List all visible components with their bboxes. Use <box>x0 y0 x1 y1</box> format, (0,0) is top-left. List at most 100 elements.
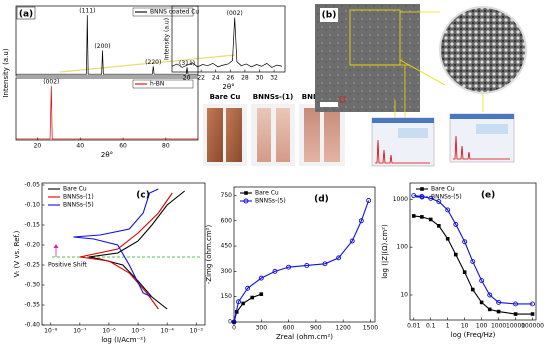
edx-spectrum <box>375 139 430 164</box>
series-line <box>16 86 198 140</box>
data-marker <box>445 207 451 213</box>
data-marker <box>349 238 355 244</box>
legend-label: h-BN <box>150 81 164 88</box>
peak-label: (311) <box>179 60 195 67</box>
data-marker <box>244 191 248 195</box>
x-tick-label: 40 <box>76 143 84 150</box>
series-line <box>79 192 173 310</box>
inset-pointer <box>59 54 236 73</box>
x-tick-label: 0 <box>232 325 236 332</box>
data-marker <box>487 307 492 312</box>
y-axis-label: Intensity (a.u) <box>164 18 171 60</box>
data-marker <box>411 214 416 218</box>
y-tick-label: -0.30 <box>24 282 40 289</box>
y-axis-label: -Zimg (ohm.cm²) <box>205 225 213 285</box>
legend-label: BNNSs-(1) <box>63 194 94 201</box>
x-tick-label: 1000 <box>491 323 506 330</box>
data-marker <box>245 285 251 291</box>
y-tick-label: 750 <box>221 192 233 199</box>
panel-label: (c) <box>136 191 150 201</box>
x-tick-label: 1200 <box>336 325 351 332</box>
edx-table <box>398 128 428 138</box>
legend-label: Bare Cu <box>255 190 279 197</box>
plot-frame <box>171 5 286 73</box>
photo-strip <box>207 108 223 162</box>
edx-header <box>450 114 514 119</box>
y-tick-label: -0.20 <box>24 242 40 249</box>
series-line <box>16 15 198 75</box>
plot-frame <box>41 182 206 326</box>
y-tick-label: 450 <box>221 243 233 250</box>
x-axis-label: log (I/Acm⁻²) <box>101 336 146 344</box>
data-marker <box>470 259 476 265</box>
photo-strip <box>226 108 242 162</box>
data-marker <box>236 299 241 305</box>
data-marker <box>487 292 493 298</box>
x-tick-label: 80 <box>162 143 170 150</box>
y-tick-label: -0.35 <box>24 302 40 309</box>
data-marker <box>479 278 485 284</box>
y-tick-label: 1000 <box>393 196 408 203</box>
data-marker <box>241 301 245 306</box>
plot-frame <box>15 5 199 77</box>
panel-label: (b) <box>322 11 337 21</box>
photo-strip <box>257 108 271 162</box>
y-tick-label: 10 <box>400 291 408 298</box>
y-tick-label: 100 <box>397 244 409 251</box>
x-axis-label: log (Freq/Hz) <box>451 331 496 339</box>
x-tick-label: 20 <box>183 75 191 82</box>
marker-box <box>339 96 346 103</box>
data-marker <box>530 301 535 307</box>
x-tick-label: 10⁻⁴ <box>161 328 175 335</box>
y-axis-label: Intensity (a.u) <box>2 48 10 97</box>
x-axis-label: Zreal (ohm.cm²) <box>276 333 333 341</box>
panel-label: (a) <box>19 10 33 20</box>
edx-screenshot <box>449 113 515 163</box>
data-marker <box>530 312 535 316</box>
y-tick-label: -0.05 <box>24 182 40 189</box>
legend-label: BNNSs-(5) <box>63 202 94 209</box>
shift-arrowhead <box>53 244 59 248</box>
data-marker <box>272 268 278 274</box>
x-tick-label: 32 <box>270 75 278 82</box>
x-tick-label: 0.01 <box>407 323 421 330</box>
data-marker <box>258 275 264 281</box>
series-line <box>233 200 370 323</box>
x-tick-label: 10⁻³ <box>190 328 204 335</box>
peak-label: (002) <box>227 10 243 17</box>
x-tick-label: 60 <box>119 143 127 150</box>
x-tick-label: 10⁻⁸ <box>44 328 58 335</box>
data-marker <box>453 221 459 227</box>
legend-box <box>132 79 194 89</box>
legend-label: BNNSs-(5) <box>255 198 286 205</box>
x-tick-label: 10 <box>461 323 469 330</box>
y-axis-label: log (|Z|(Ω).cm²) <box>381 224 389 279</box>
x-tick-label: 26 <box>227 75 235 82</box>
photo-strip <box>276 108 290 162</box>
y-tick-label: 150 <box>221 293 233 300</box>
plot-frame <box>409 182 537 321</box>
plot-frame <box>15 77 199 141</box>
data-marker <box>420 215 424 219</box>
photo-strip <box>324 108 340 162</box>
sem-panel: (b) <box>315 4 527 167</box>
x-tick-label: 10⁻⁷ <box>73 328 87 335</box>
data-marker <box>259 292 264 296</box>
data-marker <box>462 239 468 245</box>
legend-label: BNNSs-(5) <box>431 194 462 201</box>
photo-label: BNNSs-(1) <box>253 93 293 101</box>
y-tick-label: 600 <box>221 217 233 224</box>
x-tick-label: 600 <box>283 325 295 332</box>
plot-frame <box>233 186 376 323</box>
data-marker <box>462 270 467 274</box>
panel-label: (e) <box>481 191 495 201</box>
edx-table <box>476 124 508 134</box>
data-marker <box>366 198 372 203</box>
x-tick-label: 10⁻⁶ <box>102 328 116 335</box>
data-marker <box>513 312 518 316</box>
x-tick-label: 20 <box>34 143 42 150</box>
x-tick-label: 900 <box>310 325 322 332</box>
series-line <box>233 293 262 323</box>
